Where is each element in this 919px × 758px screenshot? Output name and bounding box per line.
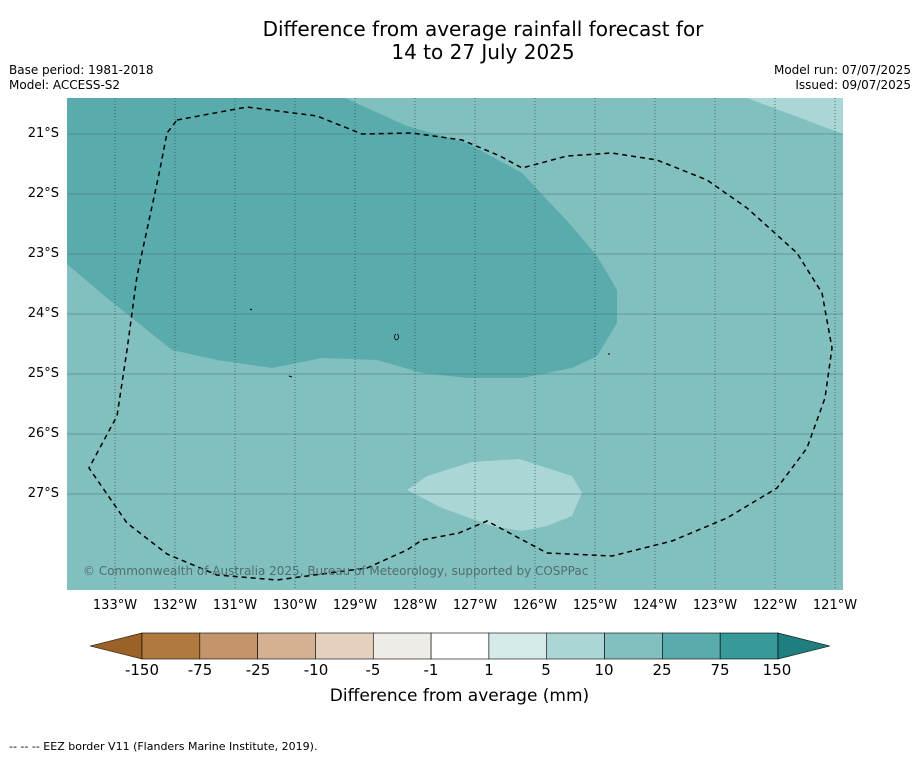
- metadata-left: Base period: 1981-2018 Model: ACCESS-S2: [9, 63, 154, 93]
- colorbar-segment: [604, 632, 663, 660]
- colorbar-segment: [719, 632, 779, 660]
- lat-label-27s: 27°S: [27, 486, 59, 501]
- cb-tick-label-minus-150: -150: [124, 661, 160, 679]
- island-marker-2: [394, 333, 399, 341]
- lat-label-22s: 22°S: [27, 186, 59, 201]
- cb-tick-label-minus-5: -5: [365, 661, 381, 679]
- lon-label-125w: 125°W: [572, 598, 618, 613]
- model-run-text: Model run: 07/07/2025: [773, 63, 911, 77]
- colorbar-svg: [89, 632, 831, 660]
- cb-tick-label-minus-25: -25: [245, 661, 271, 679]
- cb-tick-label-75: 75: [710, 661, 730, 679]
- cb-tick-label-10: 10: [594, 661, 614, 679]
- lon-label-128w: 128°W: [392, 598, 438, 613]
- lon-label-130w: 130°W: [272, 598, 318, 613]
- anomaly-zone-5-10-south: [407, 459, 582, 531]
- lon-label-132w: 132°W: [152, 598, 198, 613]
- lon-label-121w: 121°W: [812, 598, 858, 613]
- anomaly-zone-5-10-northeast: [747, 98, 843, 134]
- lat-label-23s: 23°S: [27, 246, 59, 261]
- lat-label-24s: 24°S: [27, 306, 59, 321]
- cb-tick-label-minus-10: -10: [303, 661, 329, 679]
- lon-label-131w: 131°W: [212, 598, 258, 613]
- cb-tick-label-1: 1: [484, 661, 494, 679]
- colorbar-segment: [662, 632, 721, 660]
- latitude-gridlines: [67, 133, 843, 495]
- colorbar-segment: [199, 632, 258, 660]
- cb-tick-label-25: 25: [652, 661, 672, 679]
- lon-label-126w: 126°W: [512, 598, 558, 613]
- colorbar: [89, 630, 831, 662]
- issued-text: Issued: 09/07/2025: [795, 78, 911, 92]
- cb-tick-label-150: 150: [762, 661, 792, 679]
- lon-label-123w: 123°W: [692, 598, 738, 613]
- lat-label-26s: 26°S: [27, 426, 59, 441]
- anomaly-zone-25-75: [67, 98, 617, 378]
- model-text: Model: ACCESS-S2: [9, 78, 121, 92]
- lon-label-124w: 124°W: [632, 598, 678, 613]
- lat-label-25s: 25°S: [27, 366, 59, 381]
- lon-label-122w: 122°W: [752, 598, 798, 613]
- rainfall-difference-map: © Commonwealth of Australia 2025, Bureau…: [67, 98, 843, 590]
- colorbar-segment: [372, 632, 432, 660]
- base-period-text: Base period: 1981-2018: [9, 63, 154, 77]
- island-marker-4: [288, 375, 293, 378]
- cb-tick-label-minus-75: -75: [187, 661, 213, 679]
- colorbar-segment: [430, 632, 490, 660]
- eez-legend-note: -- -- -- EEZ border V11 (Flanders Marine…: [9, 740, 318, 753]
- island-marker-1: [249, 308, 253, 311]
- lon-label-129w: 129°W: [332, 598, 378, 613]
- colorbar-segment: [315, 632, 374, 660]
- colorbar-segment: [488, 632, 548, 660]
- metadata-right: Model run: 07/07/2025 Issued: 09/07/2025: [774, 63, 911, 93]
- longitude-gridlines: [114, 98, 836, 590]
- title-line-1: Difference from average rainfall forecas…: [262, 17, 704, 41]
- colorbar-extension-high: [777, 632, 831, 660]
- colorbar-extension-low: [89, 632, 143, 660]
- colorbar-label: Difference from average (mm): [329, 686, 590, 706]
- copyright-text: © Commonwealth of Australia 2025, Bureau…: [83, 564, 589, 578]
- cb-tick-label-minus-1: -1: [423, 661, 439, 679]
- colorbar-segment: [141, 632, 201, 660]
- cb-tick-label-5: 5: [541, 661, 551, 679]
- lon-label-127w: 127°W: [452, 598, 498, 613]
- colorbar-segments: [89, 632, 831, 660]
- lon-label-133w: 133°W: [92, 598, 138, 613]
- map-svg: [67, 98, 843, 590]
- title-line-2: 14 to 27 July 2025: [391, 40, 575, 64]
- colorbar-segment: [546, 632, 605, 660]
- colorbar-segment: [257, 632, 316, 660]
- lat-label-21s: 21°S: [27, 126, 59, 141]
- chart-title: Difference from average rainfall forecas…: [0, 18, 919, 64]
